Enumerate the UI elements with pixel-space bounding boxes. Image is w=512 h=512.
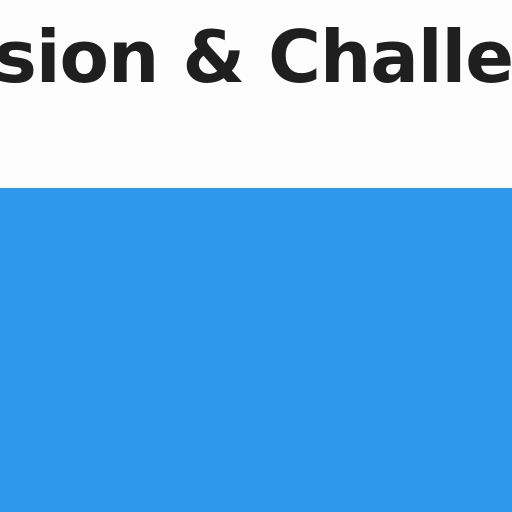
heading-area: sion & Challer — [0, 0, 512, 188]
blue-content-panel — [0, 188, 512, 512]
page-title: sion & Challer — [0, 15, 512, 99]
